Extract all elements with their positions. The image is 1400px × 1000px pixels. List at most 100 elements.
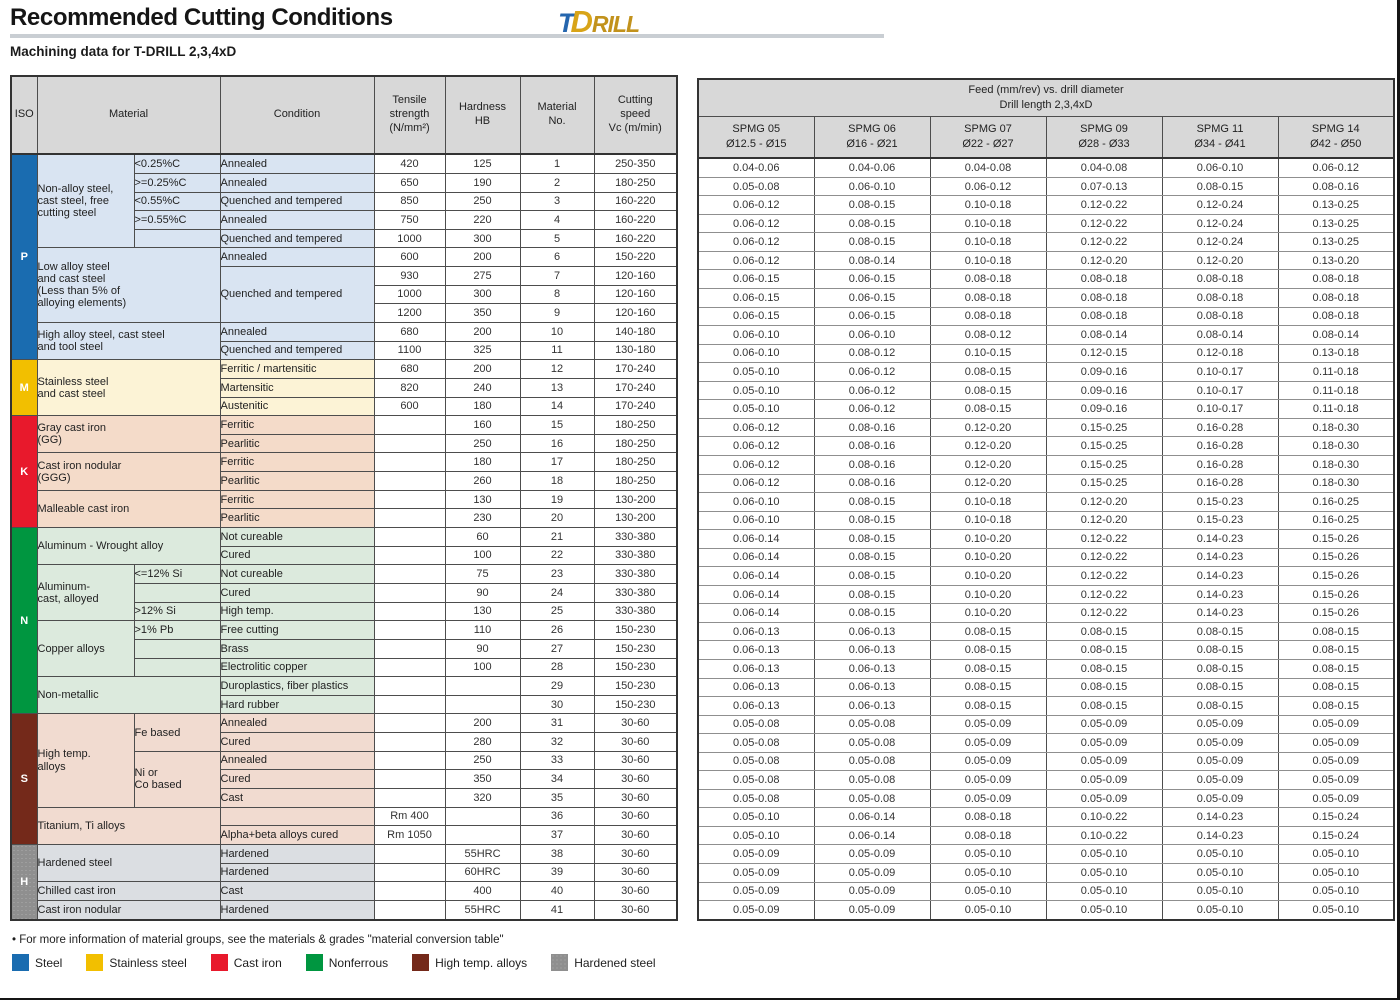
condition-cell: Ferritic [219,452,375,473]
hardness-cell: 130 [444,489,521,510]
hardness-cell [444,676,521,696]
tensile-strength-cell: 680 [373,321,446,342]
condition-cell: Cured [219,582,375,603]
feed-value-cell: 0.06-0.13 [698,659,815,679]
feed-value-cell: 0.12-0.24 [1162,232,1279,252]
feed-value-cell: 0.06-0.15 [814,307,931,327]
feed-value-cell: 0.18-0.30 [1278,436,1395,456]
feed-value-cell: 0.05-0.09 [930,789,1047,809]
condition-cell: Electrolitic copper [219,657,375,678]
cutting-speed-cell: 30-60 [593,806,678,827]
feed-row: 0.06-0.15 0.06-0.15 0.08-0.18 0.08-0.18 0.08… [698,288,1395,308]
feed-value-cell: 0.05-0.09 [698,863,815,883]
tensile-strength-cell [373,750,446,771]
material-no-cell: 6 [519,247,595,268]
cutting-speed-cell: 170-240 [593,396,678,417]
feed-value-cell: 0.08-0.15 [1162,640,1279,660]
cutting-speed-cell: 150-230 [593,657,678,678]
feed-value-cell: 0.12-0.24 [1162,195,1279,215]
feed-value-cell: 0.06-0.14 [814,826,931,846]
feed-value-cell: 0.16-0.28 [1162,418,1279,438]
feed-value-cell: 0.06-0.12 [698,436,815,456]
material-row: M Stainless steel and cast steel Ferritic … [10,359,678,417]
material-subtype-cell: Ni or Co based [133,750,221,808]
feed-value-cell: 0.08-0.15 [814,585,931,605]
hardness-cell: 130 [444,601,521,622]
material-cell: Cast iron nodular [36,899,221,921]
page-title: Recommended Cutting Conditions [10,4,393,31]
feed-value-cell: 0.06-0.12 [698,474,815,494]
feed-value-cell: 0.06-0.10 [698,325,815,345]
feed-value-cell: 0.08-0.15 [930,640,1047,660]
condition-cell: Hard rubber [219,694,375,715]
iso-group-N: N [10,527,38,715]
header-spmg-05: SPMG 05 Ø12.5 - Ø15 [697,116,815,159]
feed-value-cell: 0.08-0.15 [1046,678,1163,698]
feed-value-cell: 0.12-0.22 [1046,214,1163,234]
condition-cell: Alpha+beta alloys cured [219,825,375,845]
feed-value-cell: 0.09-0.16 [1046,381,1163,401]
feed-value-cell: 0.10-0.18 [930,492,1047,512]
feed-row: 0.05-0.09 0.05-0.09 0.05-0.10 0.05-0.10 0.05… [698,844,1395,864]
feed-value-cell: 0.08-0.15 [1162,678,1279,698]
tensile-strength-cell [373,843,446,864]
cutting-speed-cell: 120-160 [593,303,678,323]
material-row: Cast iron nodular Hardened 55HRC 41 30-60 [11,899,678,921]
feed-row: 0.04-0.06 0.04-0.06 0.04-0.08 0.04-0.08 0.06… [698,158,1395,178]
tensile-strength-cell: 600 [373,247,446,268]
logo-letter-t: T [558,8,574,38]
feed-value-cell: 0.09-0.16 [1046,399,1163,419]
legend-color-swatch [305,954,323,971]
feed-value-cell: 0.05-0.09 [698,882,815,902]
page-subtitle: Machining data for T-DRILL 2,3,4xD [10,44,237,59]
cutting-speed-cell: 130-180 [593,340,678,361]
hardness-cell: 110 [444,620,521,640]
hardness-cell: 125 [444,153,521,174]
condition-cell: Ferritic [219,415,375,435]
cutting-speed-cell: 30-60 [593,899,678,921]
hardness-cell: 250 [444,191,521,212]
feed-value-cell: 0.04-0.08 [1046,158,1163,178]
feed-row: 0.06-0.14 0.08-0.15 0.10-0.20 0.12-0.22 0.14… [698,529,1395,549]
feed-value-cell: 0.08-0.15 [1278,659,1395,679]
feed-row: 0.06-0.13 0.06-0.13 0.08-0.15 0.08-0.15 0.08… [698,696,1395,716]
feed-value-cell: 0.15-0.26 [1278,585,1395,605]
feed-value-cell: 0.14-0.23 [1162,529,1279,549]
feed-value-cell: 0.08-0.15 [814,214,931,234]
legend-item: High temp. alloys [412,954,527,971]
hardness-cell: 300 [444,228,521,249]
feed-value-cell: 0.06-0.10 [814,325,931,345]
condition-cell: Hardened [219,862,375,883]
feed-value-cell: 0.08-0.15 [814,492,931,512]
feed-value-cell: 0.08-0.18 [1046,307,1163,327]
feed-value-cell: 0.12-0.15 [1046,344,1163,364]
feed-value-cell: 0.12-0.20 [1162,251,1279,271]
feed-columns-row: SPMG 05 Ø12.5 - Ø15 SPMG 06 Ø16 - Ø21 SPMG… [697,116,1395,159]
condition-cell: Annealed [219,321,375,342]
feed-value-cell: 0.13-0.25 [1278,195,1395,215]
hardness-cell: 275 [444,266,521,286]
material-row: S High temp. alloys Fe based Annealed 200 31 3… [10,713,678,845]
hardness-cell [444,806,521,827]
cutting-speed-cell: 330-380 [593,582,678,603]
feed-value-cell: 0.05-0.08 [814,789,931,809]
feed-value-cell: 0.14-0.23 [1162,585,1279,605]
iso-group-P: P [10,153,38,361]
materials-header-row: ISO Material Condition Tensile strength … [10,75,678,155]
feed-value-cell: 0.14-0.23 [1162,807,1279,827]
feed-value-cell: 0.10-0.20 [930,585,1047,605]
material-row: Malleable cast iron Ferritic 130 19 130-200 [11,489,678,529]
feed-value-cell: 0.05-0.10 [698,826,815,846]
hardness-cell: 300 [444,284,521,305]
feed-value-cell: 0.10-0.17 [1162,399,1279,419]
feed-value-cell: 0.05-0.08 [814,752,931,772]
title-underline-bar [10,34,884,38]
feed-value-cell: 0.10-0.17 [1162,381,1279,401]
material-no-cell: 10 [519,321,595,342]
feed-value-cell: 0.06-0.15 [698,288,815,308]
feed-value-cell: 0.06-0.12 [1278,158,1395,178]
feed-value-cell: 0.06-0.14 [698,585,815,605]
hardness-cell: 260 [444,471,521,491]
feed-value-cell: 0.12-0.22 [1046,585,1163,605]
cutting-speed-cell: 30-60 [593,769,678,789]
